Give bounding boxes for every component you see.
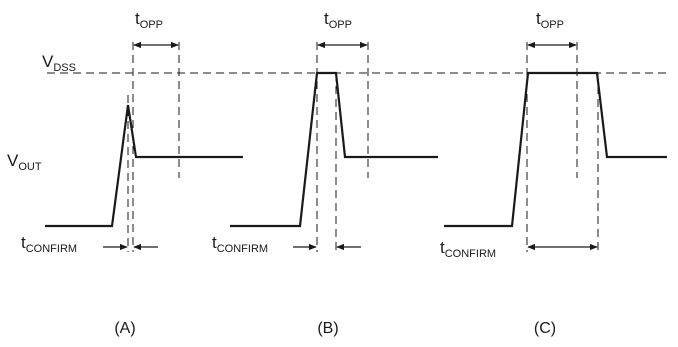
tconfirm-label-b: tCONFIRM	[212, 233, 268, 255]
topp-label-b: tOPP	[324, 9, 352, 31]
topp-label-a: tOPP	[135, 9, 163, 31]
waveform-b	[230, 71, 438, 228]
panel-b: tOPP tCONFIRM (B)	[212, 9, 438, 337]
topp-label-c: tOPP	[536, 9, 564, 31]
panel-label-a: (A)	[114, 320, 135, 337]
tconfirm-label-c: tCONFIRM	[440, 238, 496, 260]
panel-a: tOPP tCONFIRM (A)	[21, 9, 243, 337]
panel-label-c: (C)	[534, 320, 556, 337]
tconfirm-label-a: tCONFIRM	[21, 233, 77, 255]
panel-label-b: (B)	[317, 320, 338, 337]
waveform-c	[444, 71, 667, 228]
vout-label: VOUT	[7, 151, 42, 173]
panel-c: tOPP tCONFIRM (C)	[440, 9, 667, 337]
waveform-a	[45, 104, 243, 228]
vdss-label: VDSS	[42, 52, 76, 74]
